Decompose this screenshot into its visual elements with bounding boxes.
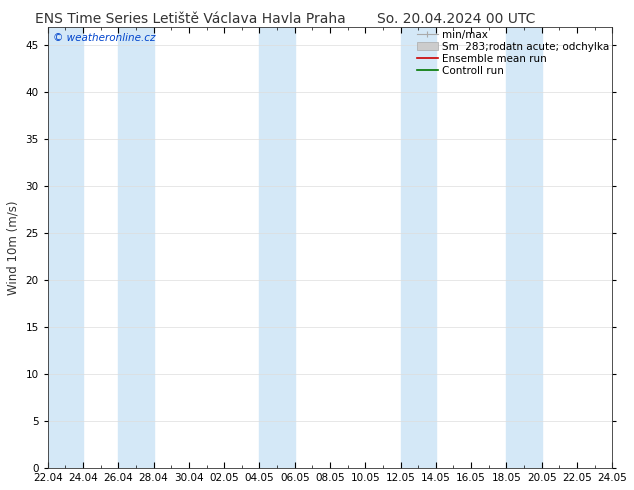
Bar bbox=[119, 26, 153, 468]
Text: © weatheronline.cz: © weatheronline.cz bbox=[53, 33, 156, 43]
Bar bbox=[259, 26, 295, 468]
Bar bbox=[48, 26, 83, 468]
Text: So. 20.04.2024 00 UTC: So. 20.04.2024 00 UTC bbox=[377, 12, 536, 26]
Bar bbox=[401, 26, 436, 468]
Y-axis label: Wind 10m (m/s): Wind 10m (m/s) bbox=[7, 200, 20, 294]
Text: ENS Time Series Letiště Václava Havla Praha: ENS Time Series Letiště Václava Havla Pr… bbox=[35, 12, 346, 26]
Legend: min/max, Sm  283;rodatn acute; odchylka, Ensemble mean run, Controll run: min/max, Sm 283;rodatn acute; odchylka, … bbox=[417, 30, 609, 76]
Bar bbox=[507, 26, 541, 468]
